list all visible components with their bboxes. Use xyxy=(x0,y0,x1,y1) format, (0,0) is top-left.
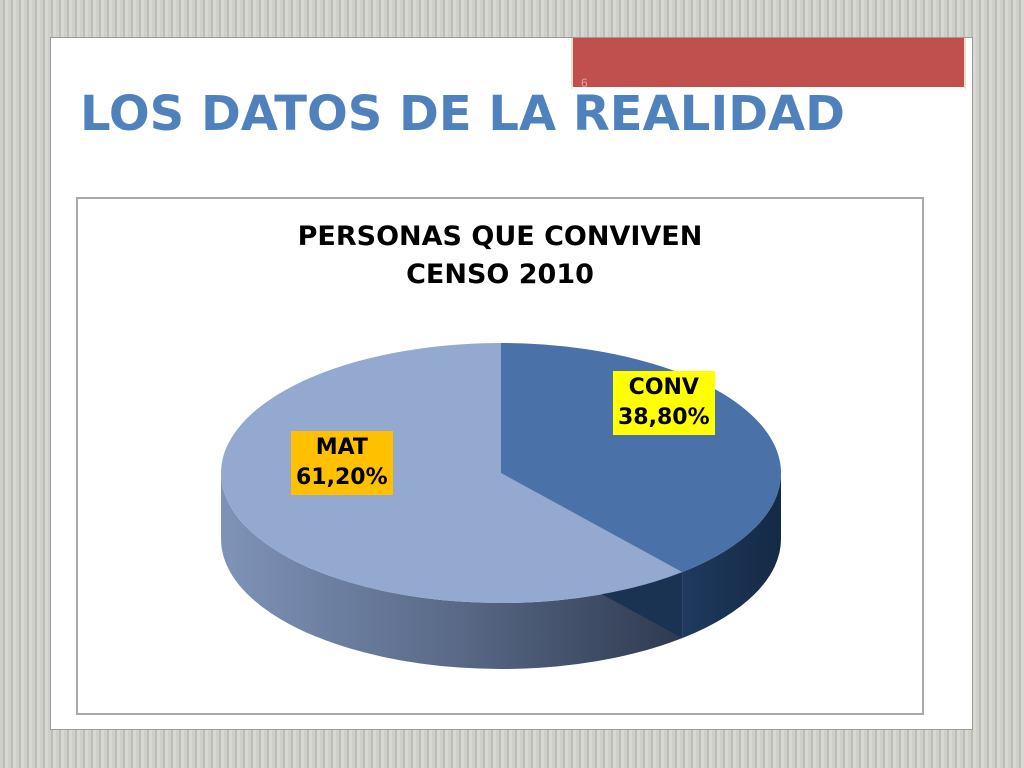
pie-chart xyxy=(221,343,782,670)
chart-title-line-2: CENSO 2010 xyxy=(406,259,594,290)
data-label-conv-name: CONV xyxy=(628,375,699,400)
slide-title: LOS DATOS DE LA REALIDAD xyxy=(80,86,846,142)
data-label-mat-name: MAT xyxy=(315,435,368,460)
chart-frame: PERSONAS QUE CONVIVEN CENSO 2010 CONV 38… xyxy=(76,197,924,715)
accent-bar xyxy=(571,38,966,90)
pie-side-conv xyxy=(682,473,781,639)
data-label-conv-value: 38,80% xyxy=(618,405,710,430)
slide-number: 6 xyxy=(581,76,588,90)
data-label-mat: MAT 61,20% xyxy=(291,431,393,495)
data-label-mat-value: 61,20% xyxy=(296,465,388,490)
pie-slice-mat xyxy=(221,343,683,603)
data-label-conv: CONV 38,80% xyxy=(613,371,715,435)
pie-side-mat xyxy=(221,473,683,670)
chart-title-line-1: PERSONAS QUE CONVIVEN xyxy=(297,221,703,252)
